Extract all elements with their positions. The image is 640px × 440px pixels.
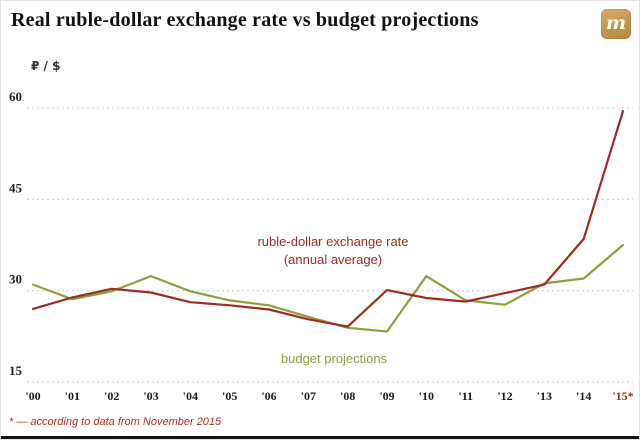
x-tick-label: '13 (537, 389, 552, 403)
x-tick-label: '06 (261, 389, 276, 403)
series-label-exchange-rate: ruble-dollar exchange rate (annual avera… (257, 233, 408, 268)
y-axis-unit-label: ₽ / $ (31, 59, 61, 73)
x-tick-label: '07 (301, 389, 316, 403)
y-tick-label: 15 (9, 363, 23, 378)
x-tick-label: '08 (340, 389, 355, 403)
meduza-logo[interactable]: m (601, 9, 631, 39)
series-label-budget-projections-line1: budget projections (280, 351, 388, 366)
x-tick-label: '15* (612, 389, 633, 403)
line-chart: 15 30 45 60 '00 '01 '02 '03 '04 '05 '06 '07 '08 '09 '1… (9, 89, 634, 403)
x-tick-label: '00 (25, 389, 40, 403)
y-tick-label: 60 (9, 89, 22, 104)
series-label-exchange-rate-line2: (annual average) (283, 251, 383, 267)
series-label-exchange-rate-line1: ruble-dollar exchange rate (257, 234, 409, 249)
page-title: Real ruble-dollar exchange rate vs budge… (11, 9, 479, 31)
x-tick-label: '14 (576, 389, 591, 403)
footnote: * — according to data from November 2015 (9, 416, 222, 428)
x-tick-label: '10 (419, 389, 434, 403)
y-tick-label: 45 (9, 180, 23, 195)
meduza-logo-letter: m (605, 11, 627, 34)
x-tick-label: '04 (183, 389, 198, 403)
x-tick-label: '11 (458, 389, 473, 403)
x-tick-label: '12 (497, 389, 512, 403)
series-line-0 (31, 109, 625, 328)
x-tick-label: '01 (65, 389, 80, 403)
x-tick-label: '09 (379, 389, 394, 403)
series-label-budget-projections: budget projections (281, 350, 387, 368)
x-tick-label: '03 (143, 389, 158, 403)
x-tick-label: '02 (104, 389, 119, 403)
x-tick-label: '05 (222, 389, 237, 403)
y-tick-label: 30 (9, 272, 22, 287)
bottom-border (1, 436, 639, 439)
